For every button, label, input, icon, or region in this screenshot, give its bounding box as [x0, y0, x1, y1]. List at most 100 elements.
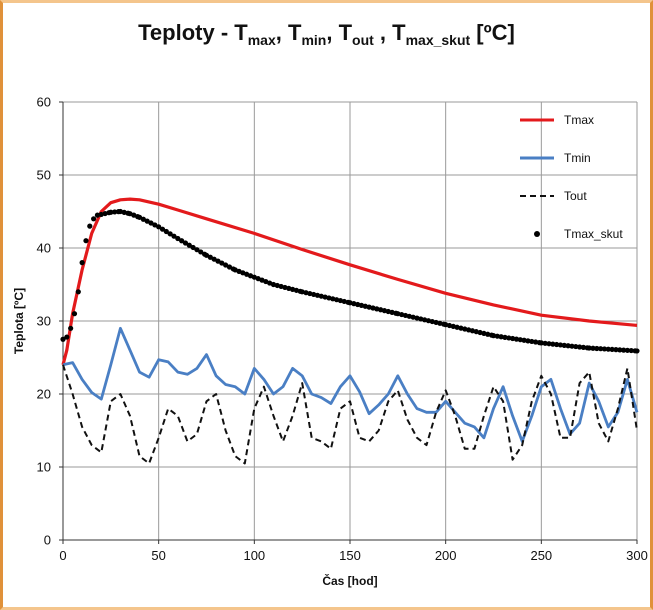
tmax-skut-point	[521, 337, 527, 343]
tmax-skut-point	[167, 231, 173, 237]
legend-label-tmin: Tmin	[564, 151, 591, 165]
tmax-skut-point	[215, 258, 221, 264]
x-tick-label-5: 250	[530, 548, 552, 563]
x-tick-label-2: 100	[243, 548, 265, 563]
tmax-skut-point	[219, 260, 225, 266]
tmax-skut-point	[171, 233, 177, 239]
tmax-skut-point	[156, 224, 162, 230]
tmax-skut-point	[546, 341, 552, 347]
chart-title-unit: [ºC]	[476, 20, 515, 45]
tmax-skut-point	[557, 342, 564, 348]
tmax-skut-point	[605, 346, 611, 352]
tmax-skut-point	[598, 346, 604, 352]
tmax-skut-point	[179, 238, 185, 244]
tmax-skut-point	[186, 242, 192, 248]
tmax-skut-point	[87, 223, 93, 229]
tmax-skut-point	[532, 339, 539, 345]
y-tick-label-0: 0	[44, 533, 51, 548]
tmax-skut-point	[112, 209, 118, 215]
tmax-skut-point	[494, 333, 500, 339]
tmax-skut-point	[223, 262, 229, 268]
x-tick-label-1: 50	[151, 548, 165, 563]
tick-labels: 0 50 100 150 200 250 300 0 10 20 30 40 50 60	[37, 95, 648, 564]
tmax-skut-point	[525, 338, 531, 344]
tmax-skut-point	[194, 247, 200, 253]
tmax-skut-point	[108, 209, 114, 215]
tmax-skut-point	[64, 334, 70, 340]
tmax-skut-point	[634, 348, 640, 354]
series-line-tmin	[62, 326, 639, 443]
y-tick-label-5: 50	[37, 168, 51, 183]
tmax-skut-point	[207, 254, 213, 260]
legend-marker-tmax-skut	[534, 231, 540, 237]
tmax-skut-point	[226, 264, 233, 270]
tmax-skut-point	[529, 338, 535, 345]
tmax-skut-point	[569, 343, 575, 349]
tmax-skut-point	[175, 235, 181, 242]
legend-label-tmax: Tmax	[564, 113, 594, 127]
tmax-skut-point	[510, 335, 516, 342]
tmax-skut-point	[538, 340, 544, 346]
tmax-skut-point	[601, 346, 608, 352]
tmax-skut-point	[554, 341, 560, 348]
axes	[59, 101, 638, 544]
series-line-tout	[62, 364, 638, 465]
series-group	[60, 197, 640, 465]
tmax-skut-point	[190, 244, 196, 251]
title-part-tout: Tout ,	[338, 20, 393, 48]
tmax-skut-point	[573, 343, 579, 350]
legend-label-tmax-skut: Tmax_skut	[564, 227, 623, 241]
tmax-skut-point	[565, 343, 571, 349]
tmax-skut-point	[609, 346, 615, 353]
tmax-skut-point	[198, 249, 204, 255]
tmax-skut-point	[617, 347, 623, 353]
y-tick-label-3: 30	[37, 314, 51, 329]
tmax-skut-point	[211, 256, 217, 262]
tmax-skut-point	[502, 334, 508, 340]
tmax-skut-point	[75, 289, 81, 295]
tmax-skut-point	[513, 336, 520, 342]
tmax-skut-point	[490, 333, 497, 339]
x-tick-label-3: 150	[339, 548, 361, 563]
tmax-skut-point	[60, 336, 66, 342]
legend-label-tout: Tout	[564, 189, 587, 203]
tmax-skut-point	[594, 345, 600, 352]
tmax-skut-point	[580, 344, 587, 350]
tmax-skut-point	[71, 311, 78, 317]
tmax-skut-point	[203, 252, 210, 258]
title-part-tmin: Tmin,	[287, 20, 339, 48]
tmax-skut-point	[159, 226, 166, 232]
y-tick-label-6: 60	[37, 95, 51, 110]
tmax-skut-point	[83, 238, 89, 244]
tmax-skut-point	[624, 347, 631, 353]
legend: Tmax Tmin Tout Tmax_skut	[520, 113, 623, 241]
y-tick-label-4: 40	[37, 241, 51, 256]
y-tick-label-2: 20	[37, 387, 51, 402]
tmax-skut-point	[613, 347, 619, 353]
tmax-skut-point	[498, 334, 504, 340]
tmax-skut-point	[182, 240, 189, 246]
tmax-skut-point	[586, 345, 592, 351]
y-axis-label: Teplota [ºC]	[12, 288, 26, 354]
tmax-skut-point	[163, 228, 169, 235]
x-tick-label-4: 200	[435, 548, 457, 563]
tmax-skut-point	[561, 342, 567, 348]
chart-title-prefix: Teploty -	[138, 20, 235, 45]
tmax-skut-point	[68, 325, 74, 331]
title-part-tmax-skut: Tmax_skut	[392, 20, 471, 48]
tmax-skut-point	[79, 260, 85, 266]
grid-lines	[63, 101, 638, 540]
y-tick-label-1: 10	[37, 460, 51, 475]
tmax-skut-point	[590, 345, 596, 351]
series-tmax-skut	[60, 208, 640, 354]
x-tick-label-6: 300	[626, 548, 648, 563]
tmax-skut-point	[628, 347, 634, 354]
tmax-skut-point	[621, 347, 627, 353]
chart-title: Teploty - Tmax, Tmin, Tout , Tmax_skut […	[0, 20, 653, 48]
tmax-skut-point	[577, 344, 583, 350]
tmax-skut-point	[506, 335, 512, 341]
x-axis-label: Čas [hod]	[322, 573, 377, 588]
title-part-tmax: Tmax,	[234, 20, 288, 48]
series-line-tmax	[61, 197, 638, 366]
